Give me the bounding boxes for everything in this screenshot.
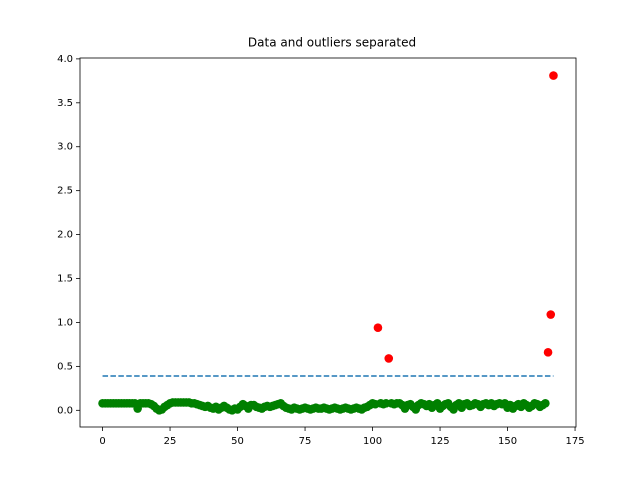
x-tick-label: 75 <box>299 436 312 447</box>
x-tick-label: 175 <box>566 436 585 447</box>
y-tick-label: 4.0 <box>57 54 73 65</box>
x-tick-label: 0 <box>99 436 105 447</box>
y-tick-label: 3.0 <box>57 142 73 153</box>
x-tick-label: 50 <box>231 436 244 447</box>
y-tick-label: 1.5 <box>57 274 73 285</box>
data-point <box>543 348 553 357</box>
y-tick-label: 2.5 <box>57 186 73 197</box>
x-tick-label: 150 <box>498 436 517 447</box>
data-point <box>541 398 550 408</box>
y-tick-label: 0.5 <box>57 361 73 372</box>
y-tick-label: 3.5 <box>57 98 73 109</box>
chart-title: Data and outliers separated <box>248 36 416 50</box>
data-point <box>549 71 558 80</box>
y-tick-label: 2.0 <box>57 230 73 241</box>
axes-frame <box>79 57 577 428</box>
y-tick-label: 0.0 <box>57 405 73 416</box>
y-tick-label: 1.0 <box>57 317 73 328</box>
x-tick-label: 25 <box>164 436 177 447</box>
x-tick-label: 125 <box>431 436 450 447</box>
data-point <box>373 323 383 333</box>
x-tick-label: 100 <box>363 436 382 447</box>
data-point <box>546 310 556 319</box>
data-point <box>384 354 394 363</box>
